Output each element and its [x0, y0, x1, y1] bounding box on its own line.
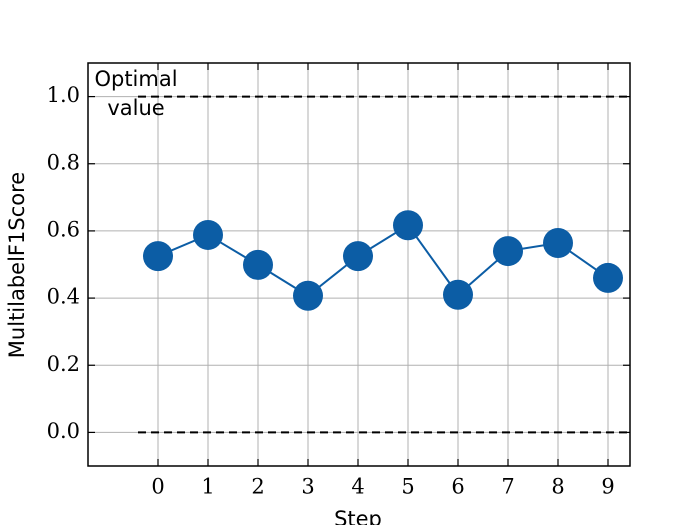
data-point — [493, 236, 523, 267]
data-point — [143, 241, 173, 272]
x-tick-label: 4 — [351, 475, 364, 499]
y-tick-label: 0.2 — [47, 352, 80, 376]
y-tick-label: 0.4 — [47, 285, 80, 309]
x-tick-label: 7 — [501, 475, 514, 499]
data-point — [393, 210, 423, 241]
y-tick-label: 0.6 — [47, 217, 80, 241]
y-tick-label: 0.8 — [47, 150, 80, 174]
x-axis-label: Step — [334, 507, 382, 525]
data-point — [343, 241, 373, 272]
data-point — [293, 280, 323, 311]
data-point — [243, 249, 273, 280]
x-tick-label: 0 — [151, 475, 164, 499]
x-tick-label: 6 — [451, 475, 464, 499]
y-tick-label: 1.0 — [47, 83, 80, 107]
annotation: Optimal — [94, 67, 177, 91]
annotation: value — [107, 96, 164, 120]
y-tick-label: 0.0 — [47, 419, 80, 443]
x-tick-label: 3 — [301, 475, 314, 499]
plot-frame — [87, 62, 631, 467]
data-point — [443, 279, 473, 310]
data-point — [193, 219, 223, 250]
data-point — [593, 262, 623, 293]
series-line — [157, 223, 609, 297]
x-tick-label: 5 — [401, 475, 414, 499]
y-axis-label: MultilabelF1Score — [5, 172, 29, 358]
data-point — [543, 228, 573, 259]
x-tick-label: 8 — [551, 475, 564, 499]
x-tick-label: 2 — [251, 475, 264, 499]
x-tick-label: 1 — [201, 475, 214, 499]
x-tick-label: 9 — [601, 475, 614, 499]
